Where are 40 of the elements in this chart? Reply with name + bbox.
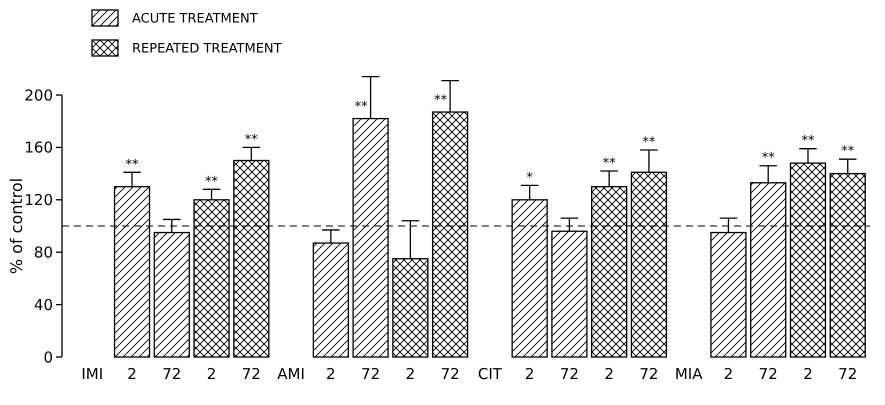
x-tick-label: 72 — [242, 365, 261, 383]
x-tick-label: 2 — [524, 365, 534, 383]
legend-label: REPEATED TREATMENT — [132, 42, 282, 57]
x-tick-label: 2 — [127, 365, 137, 383]
data-label: ** — [205, 174, 219, 190]
x-tick-label: 72 — [440, 365, 460, 383]
data-label: ** — [801, 134, 815, 149]
x-tick-label: 2 — [406, 365, 416, 383]
x-tick-label: 2 — [724, 365, 734, 383]
x-tick-label: AMI — [277, 365, 305, 383]
data-label: * — [526, 170, 534, 186]
x-tick-label: 72 — [838, 365, 858, 383]
x-tick-label: 2 — [206, 365, 216, 383]
x-tick-label: 72 — [361, 365, 380, 383]
x-tick-label: 72 — [758, 365, 778, 383]
y-tick-label: 200 — [24, 86, 53, 104]
legend-label: ACUTE TREATMENT — [132, 12, 258, 27]
data-label: ** — [841, 144, 855, 160]
data-label: ** — [762, 150, 776, 166]
x-tick-label: IMI — [81, 365, 104, 383]
data-label: ** — [354, 100, 368, 115]
data-label: ** — [244, 132, 258, 148]
y-tick-label: 80 — [34, 243, 53, 262]
data-label: ** — [642, 135, 656, 150]
data-label: ** — [434, 93, 448, 108]
data-label: ** — [602, 156, 616, 171]
y-tick-label: 0 — [43, 348, 53, 366]
y-axis-title: % of control — [7, 178, 26, 274]
x-tick-label: 2 — [803, 365, 813, 383]
y-tick-label: 40 — [34, 296, 53, 314]
x-tick-label: 72 — [639, 365, 658, 383]
x-tick-label: 72 — [560, 365, 579, 383]
x-tick-label: CIT — [478, 365, 503, 383]
y-tick-label: 160 — [24, 138, 53, 157]
y-tick-label: 120 — [24, 191, 53, 210]
x-tick-label: 72 — [162, 365, 182, 383]
x-tick-label: 2 — [604, 365, 614, 383]
x-tick-label: MIA — [674, 365, 704, 383]
data-label: ** — [126, 157, 140, 172]
x-tick-label: 2 — [326, 365, 336, 383]
